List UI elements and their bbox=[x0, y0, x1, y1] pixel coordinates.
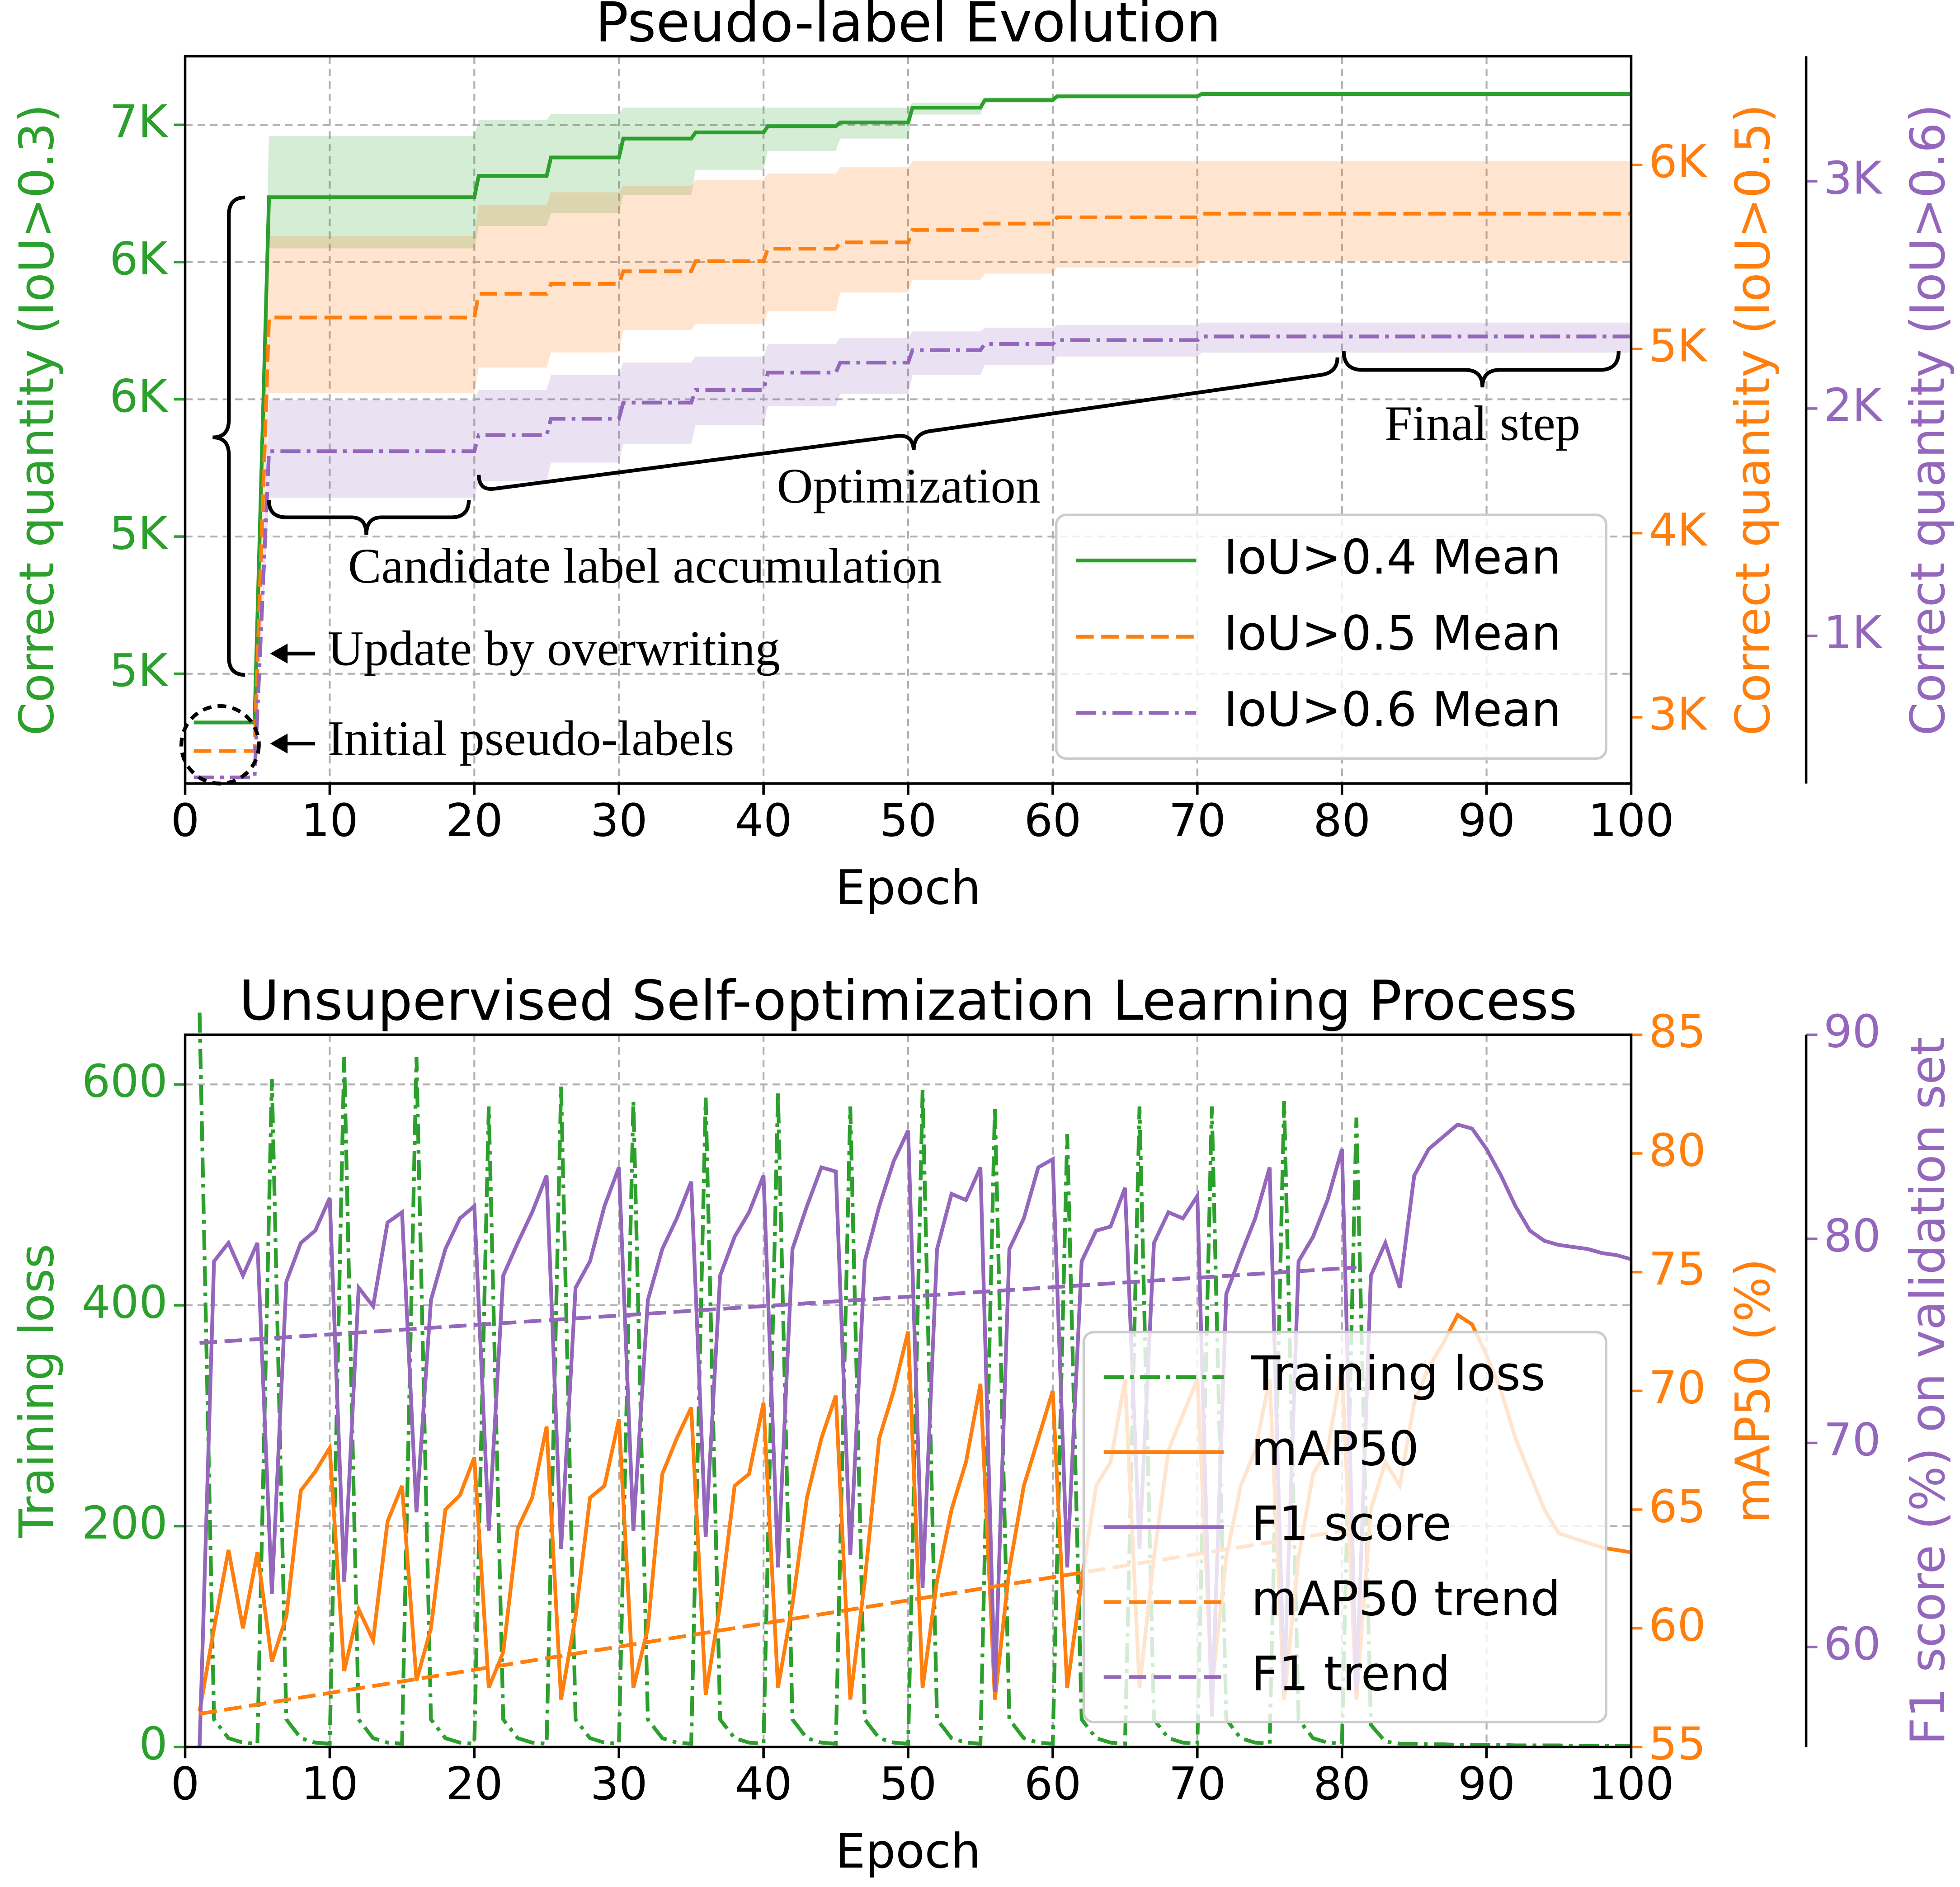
y2-tick-label: 65 bbox=[1649, 1481, 1706, 1533]
x-tick-label: 40 bbox=[735, 1758, 792, 1810]
x-tick-label: 60 bbox=[1024, 795, 1082, 847]
legend-label: F1 score bbox=[1251, 1496, 1451, 1552]
x-tick-label: 20 bbox=[446, 1758, 503, 1810]
x-tick-label: 40 bbox=[735, 795, 792, 847]
y3-tick-label: 80 bbox=[1823, 1210, 1881, 1262]
y2-tick-label: 6K bbox=[1649, 136, 1708, 188]
annotation: Final step bbox=[1385, 395, 1580, 451]
y2-tick-label: 55 bbox=[1649, 1718, 1706, 1770]
chart-title: Pseudo-label Evolution bbox=[595, 0, 1221, 54]
x-tick-label: 20 bbox=[446, 795, 503, 847]
arrow-head bbox=[270, 733, 288, 754]
y2-tick-label: 75 bbox=[1649, 1243, 1706, 1295]
x-axis-label: Epoch bbox=[835, 1823, 981, 1879]
y2-tick-label: 5K bbox=[1649, 320, 1708, 372]
x-tick-label: 10 bbox=[301, 795, 358, 847]
legend-label: IoU>0.4 Mean bbox=[1224, 529, 1561, 585]
legend-label: IoU>0.5 Mean bbox=[1224, 606, 1561, 661]
x-axis-label: Epoch bbox=[835, 860, 981, 915]
annotation: Initial pseudo-labels bbox=[328, 710, 735, 766]
y-tick-label: 5K bbox=[109, 645, 169, 697]
x-tick-label: 30 bbox=[590, 795, 648, 847]
plot-frame bbox=[184, 1033, 1633, 1749]
band bbox=[193, 322, 1631, 778]
y-axis-label: Correct quantity (IoU>0.3) bbox=[9, 104, 65, 735]
x-tick-label: 70 bbox=[1168, 1758, 1226, 1810]
x-tick-label: 90 bbox=[1458, 795, 1515, 847]
legend-box bbox=[1055, 513, 1607, 760]
y2-tick-label: 80 bbox=[1649, 1125, 1706, 1176]
plots: Pseudo-label Evolution 0 10 20 30 40 50 60 70 80 9… bbox=[9, 0, 1955, 1879]
arrow-heads bbox=[270, 643, 288, 754]
y-tick-label: 200 bbox=[82, 1497, 168, 1549]
brace bbox=[477, 357, 1339, 491]
brace bbox=[267, 499, 471, 535]
band bbox=[193, 161, 1631, 751]
legend-label: IoU>0.6 Mean bbox=[1224, 682, 1561, 737]
y3-tick-label: 2K bbox=[1823, 380, 1883, 432]
y-tick-label: 600 bbox=[82, 1056, 168, 1108]
y-tick-label: 6K bbox=[109, 233, 169, 285]
line bbox=[199, 1265, 1357, 1345]
x-tick-label: 0 bbox=[171, 795, 199, 847]
brace bbox=[212, 195, 245, 677]
y3-tick-label: 90 bbox=[1823, 1006, 1881, 1058]
legend-label: F1 trend bbox=[1251, 1646, 1451, 1701]
x-tick-label: 80 bbox=[1313, 1758, 1371, 1810]
y2-tick-label: 4K bbox=[1649, 504, 1708, 556]
y3-tick-label: 60 bbox=[1823, 1618, 1881, 1670]
y-tick-label: 400 bbox=[82, 1276, 168, 1328]
y2-tick-label: 70 bbox=[1649, 1362, 1706, 1414]
y2-tick-label: 3K bbox=[1649, 688, 1708, 740]
line bbox=[193, 92, 1631, 725]
legend-label: mAP50 bbox=[1251, 1421, 1419, 1477]
y2-axis-label: mAP50 (%) bbox=[1725, 1258, 1781, 1523]
arrow-head bbox=[270, 643, 288, 664]
line bbox=[193, 334, 1631, 780]
annotation: Optimization bbox=[777, 458, 1041, 513]
x-tick-label: 100 bbox=[1588, 1758, 1674, 1810]
annotation: Update by overwriting bbox=[328, 620, 780, 676]
plot-frame bbox=[184, 55, 1633, 785]
y-tick-label: 6K bbox=[109, 371, 169, 423]
legend-label: mAP50 trend bbox=[1251, 1571, 1561, 1626]
line bbox=[193, 212, 1631, 753]
y-axis-label: Training loss bbox=[9, 1244, 65, 1539]
x-tick-label: 70 bbox=[1168, 795, 1226, 847]
y3-axis-label: Correct quantity (IoU>0.6) bbox=[1900, 104, 1955, 735]
x-tick-label: 0 bbox=[171, 1758, 199, 1810]
x-tick-label: 60 bbox=[1024, 1758, 1082, 1810]
y2-axis-label: Correct quantity (IoU>0.5) bbox=[1725, 104, 1781, 735]
legend-box bbox=[1082, 1331, 1607, 1723]
y3-tick-label: 70 bbox=[1823, 1414, 1881, 1466]
x-tick-label: 10 bbox=[301, 1758, 358, 1810]
annotation: Candidate label accumulation bbox=[348, 538, 942, 593]
y2-tick-label: 85 bbox=[1649, 1006, 1706, 1058]
brace bbox=[1342, 351, 1621, 388]
x-tick-label: 50 bbox=[880, 795, 937, 847]
y3-tick-label: 1K bbox=[1823, 607, 1883, 659]
y3-tick-label: 3K bbox=[1823, 152, 1883, 204]
annotation-marks bbox=[179, 195, 1621, 786]
x-tick-label: 100 bbox=[1588, 795, 1674, 847]
y-tick-label: 7K bbox=[109, 96, 169, 148]
x-tick-label: 50 bbox=[880, 1758, 937, 1810]
x-tick-label: 90 bbox=[1458, 1758, 1515, 1810]
y-tick-label: 0 bbox=[139, 1718, 167, 1770]
y2-tick-label: 60 bbox=[1649, 1600, 1706, 1652]
x-tick-label: 30 bbox=[590, 1758, 648, 1810]
line bbox=[198, 1122, 1632, 1747]
highlight-circle bbox=[179, 704, 261, 786]
y3-axis-label: F1 score (%) on validation set bbox=[1900, 1037, 1955, 1745]
x-tick-label: 80 bbox=[1313, 795, 1371, 847]
legend-label: Training loss bbox=[1251, 1346, 1545, 1402]
band bbox=[193, 92, 1631, 723]
y-tick-label: 5K bbox=[109, 508, 169, 560]
chart-title: Unsupervised Self-optimization Learning … bbox=[239, 969, 1577, 1033]
